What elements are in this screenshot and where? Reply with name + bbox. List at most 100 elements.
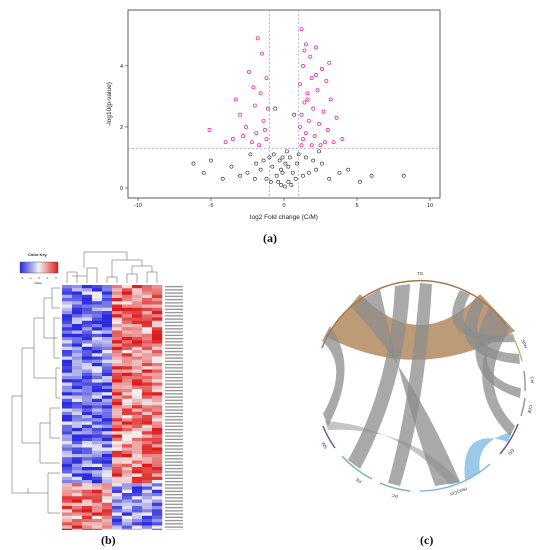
heatmap-cell <box>132 421 143 425</box>
heatmap-cell <box>122 506 133 510</box>
heatmap-cell <box>122 470 133 474</box>
heatmap-cell <box>152 506 163 510</box>
heatmap-cell <box>112 317 123 321</box>
heatmap-cell <box>72 285 83 289</box>
point-significant <box>223 140 228 145</box>
heatmap-cell <box>72 372 83 377</box>
heatmap-cell <box>92 434 103 438</box>
point-nonsignificant <box>270 164 275 169</box>
heatmap-cell <box>142 382 153 386</box>
heatmap-cell <box>122 489 133 494</box>
heatmap-cell <box>62 460 73 464</box>
heatmap-cell <box>72 359 83 364</box>
heatmap-cell <box>82 450 93 455</box>
heatmap-cell <box>92 496 103 500</box>
row-label <box>165 432 183 434</box>
point-significant <box>331 140 336 145</box>
heatmap-cell <box>122 476 133 481</box>
row-label <box>165 490 183 493</box>
heatmap-cell <box>112 457 123 461</box>
point-significant <box>244 124 248 129</box>
heatmap-cell <box>122 463 133 468</box>
heatmap-cell <box>132 512 143 516</box>
heatmap-cell <box>82 467 93 471</box>
heatmap-cell <box>102 389 113 393</box>
heatmap-cell <box>112 340 123 344</box>
color-key-title: Color Key <box>28 252 48 257</box>
heatmap-cell <box>62 402 73 406</box>
heatmap-cell <box>142 522 153 526</box>
heatmap-cell <box>152 285 163 289</box>
heatmap-cell <box>82 424 93 429</box>
heatmap-cell <box>112 483 123 487</box>
heatmap-cell <box>92 301 103 305</box>
heatmap-cell <box>132 376 143 380</box>
heatmap-cell <box>142 506 153 510</box>
heatmap-cell <box>72 431 83 435</box>
heatmap-cell <box>142 307 153 312</box>
heatmap-cell <box>92 353 103 357</box>
heatmap-cell <box>132 392 143 396</box>
heatmap-cell <box>62 320 73 325</box>
heatmap-cell <box>92 379 103 383</box>
x-tick-label: 0 <box>282 203 285 209</box>
point-nonsignificant <box>286 179 291 184</box>
heatmap-cell <box>82 337 93 341</box>
heatmap-cell <box>62 421 73 425</box>
heatmap-cell <box>62 311 73 315</box>
heatmap-cell <box>102 522 113 526</box>
heatmap-cell <box>102 489 113 494</box>
heatmap-cell <box>152 460 163 464</box>
heatmap-cell <box>132 486 143 490</box>
heatmap-cell <box>62 434 73 438</box>
heatmap-cell <box>142 379 153 383</box>
heatmap-cell <box>92 499 103 503</box>
row-label <box>165 487 183 489</box>
point-nonsignificant <box>191 161 196 166</box>
heatmap-cell <box>62 307 73 312</box>
point-significant <box>264 137 269 142</box>
heatmap-cell <box>72 363 83 367</box>
heatmap-cell <box>132 346 143 351</box>
heatmap-cell <box>92 428 103 432</box>
heatmap-cell <box>112 314 123 318</box>
heatmap-cell <box>102 320 113 325</box>
heatmap-cell <box>152 307 163 312</box>
heatmap-cell <box>112 496 123 500</box>
heatmap-cell <box>82 415 93 419</box>
heatmap-cell <box>122 493 133 497</box>
heatmap-cell <box>92 298 103 302</box>
heatmap-cell <box>72 483 83 487</box>
row-label <box>165 321 183 324</box>
point-nonsignificant <box>327 176 332 181</box>
heatmap-cell <box>72 405 83 409</box>
heatmap-cell <box>102 408 113 412</box>
panel-label-b: (b) <box>101 533 116 547</box>
heatmap-cell <box>122 304 133 308</box>
heatmap-cell <box>112 411 123 416</box>
point-significant <box>258 91 263 96</box>
heatmap-cell <box>122 346 133 351</box>
heatmap-cell <box>112 428 123 432</box>
heatmap-cell <box>132 457 143 461</box>
heatmap-cell <box>102 327 113 331</box>
heatmap-cell <box>112 324 123 328</box>
heatmap-cell <box>92 340 103 344</box>
heatmap-cell <box>102 467 113 471</box>
heatmap-cell <box>102 402 113 406</box>
heatmap-cell <box>152 317 163 321</box>
y-axis-label: -log10(p-value) <box>106 82 113 126</box>
row-label <box>165 298 183 301</box>
heatmap-cell <box>92 337 103 341</box>
heatmap-cell <box>142 515 153 520</box>
heatmap-cell <box>82 431 93 435</box>
heatmap-cell <box>82 382 93 386</box>
heatmap-cell <box>122 411 133 416</box>
heatmap-cell <box>112 333 123 338</box>
heatmap-cell <box>72 385 83 390</box>
heatmap-cell <box>122 311 133 315</box>
heatmap-cell <box>122 337 133 341</box>
heatmap-cell <box>152 431 163 435</box>
row-label <box>165 285 183 288</box>
heatmap-cell <box>142 402 153 406</box>
